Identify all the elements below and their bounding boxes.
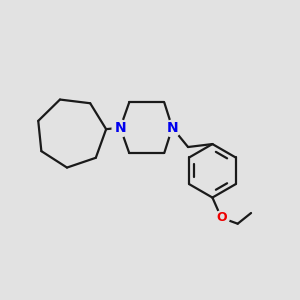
- Text: O: O: [216, 211, 226, 224]
- Text: N: N: [167, 121, 178, 135]
- Text: N: N: [115, 121, 126, 135]
